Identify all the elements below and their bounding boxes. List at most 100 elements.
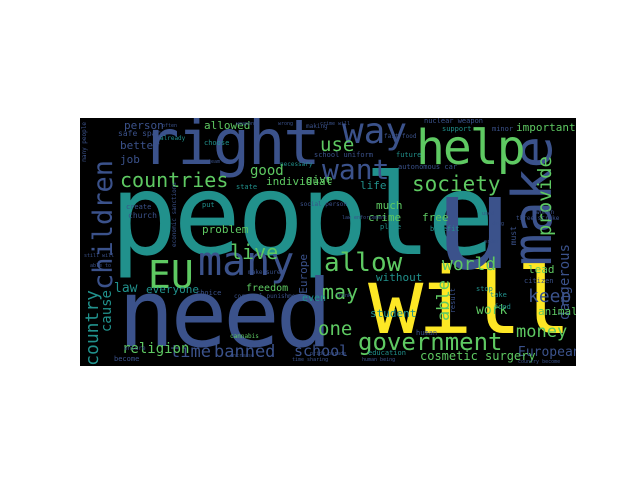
- word-ensure: ensure: [124, 345, 146, 352]
- word-support: support: [442, 125, 472, 133]
- word-animal: animal: [538, 305, 576, 318]
- word-people: people: [110, 151, 495, 281]
- word-able-to: able to: [90, 263, 112, 269]
- word-place: place: [380, 223, 402, 231]
- word-church: church: [128, 211, 157, 220]
- word-country-become: country become: [518, 359, 561, 365]
- word-help: help: [416, 120, 526, 176]
- word-without: without: [376, 271, 423, 284]
- word-countries: countries: [120, 168, 229, 192]
- word-person: person: [124, 119, 164, 132]
- word-student: student: [370, 307, 417, 320]
- word-choose: choose: [204, 139, 230, 147]
- word-state: state: [236, 183, 258, 191]
- word-even: even: [302, 293, 327, 304]
- word-take: take: [490, 291, 507, 299]
- word-cosmetic-surgery: cosmetic surgery: [420, 349, 536, 363]
- word-result: result: [449, 288, 457, 314]
- word-one: one: [318, 318, 353, 340]
- word-European: European: [518, 345, 576, 360]
- word-drug: drug: [492, 221, 505, 227]
- word-Europe: Europe: [297, 254, 310, 294]
- word-law: law: [114, 281, 138, 296]
- word-citizen: citizen: [524, 277, 554, 285]
- word-safe-space: safe space: [118, 129, 167, 138]
- word-may: may: [322, 280, 359, 304]
- word-life: life: [360, 179, 387, 192]
- word-u: u: [434, 147, 513, 299]
- word-school: school: [294, 342, 349, 360]
- word-pride-parade: pride parade: [310, 351, 347, 357]
- word-provide: provide: [534, 156, 556, 237]
- word-cause: cause: [99, 290, 115, 333]
- word-crime: crime: [368, 211, 402, 224]
- word-minor: minor: [492, 125, 514, 133]
- word-allow: allow: [324, 248, 403, 278]
- word-three-strike: three strike: [516, 215, 560, 222]
- word-women: women: [536, 209, 555, 216]
- word-autonomous-car: autonomous car: [398, 163, 458, 171]
- word-make-sure: make sure: [248, 269, 281, 276]
- word-used: used: [482, 211, 495, 217]
- word-government: government: [358, 328, 503, 356]
- word-weapon: weapon: [236, 121, 255, 127]
- word-good: good: [250, 163, 284, 179]
- word-school-uniform: school uniform: [314, 151, 374, 159]
- word-everyone: everyone: [146, 283, 199, 296]
- word-future: future: [396, 151, 422, 159]
- word-individual: individual: [266, 175, 333, 188]
- word-often: often: [162, 123, 178, 129]
- word-become: become: [114, 355, 140, 363]
- word-banned: banned: [214, 342, 276, 362]
- word-nuclear-weapon: nuclear weapon: [424, 118, 484, 125]
- word-allowed: allowed: [204, 119, 251, 132]
- word-stop: stop: [476, 285, 493, 293]
- word-must: must: [509, 226, 518, 246]
- word-human: human: [416, 329, 438, 337]
- word-EU: EU: [148, 253, 194, 297]
- word-much: much: [376, 199, 403, 212]
- word-keep: keep: [528, 286, 572, 307]
- word-religion: religion: [122, 341, 190, 357]
- word-team: team: [208, 159, 221, 165]
- word-important: important: [516, 121, 576, 134]
- word-increase: increase: [230, 353, 255, 359]
- word-making: making: [306, 123, 328, 130]
- word-work: work: [476, 303, 508, 318]
- word-crime-will: crime will: [320, 121, 351, 127]
- word-job: job: [120, 153, 140, 166]
- word-create: create: [126, 203, 152, 211]
- word-will: will: [368, 248, 572, 355]
- word-better: better: [120, 139, 160, 152]
- word-still-will: still will: [84, 253, 115, 259]
- word-want: want: [322, 153, 390, 186]
- word-choice: choice: [196, 289, 222, 297]
- word-law-enforcement: law enforcement: [342, 215, 388, 221]
- word-lead: lead: [528, 263, 555, 276]
- word-time-sharing: time sharing: [292, 357, 329, 363]
- word-society: society: [412, 172, 501, 196]
- word-education: education: [368, 349, 406, 357]
- word-many: many: [198, 239, 295, 285]
- word-money: money: [516, 322, 568, 342]
- word-think: think: [336, 293, 352, 299]
- word-live: live: [230, 240, 279, 264]
- word-time: time: [170, 342, 211, 362]
- word-benefit: benefit: [430, 225, 460, 233]
- word-wrong: wrong: [278, 121, 294, 127]
- word-way: way: [342, 118, 408, 152]
- word-problem: problem: [202, 223, 249, 236]
- word-necessary: necessary: [280, 161, 313, 168]
- word-put: put: [202, 201, 215, 209]
- word-corporal-punishment: corporal punishment: [234, 293, 303, 300]
- word-order: order: [484, 239, 500, 245]
- word-fast-food: fast food: [384, 133, 417, 140]
- word-already: already: [160, 135, 186, 142]
- word-give: give: [306, 173, 333, 186]
- word-cannabis: cannabis: [230, 333, 259, 340]
- word-world: world: [442, 254, 497, 275]
- word-use: use: [320, 134, 355, 156]
- word-economic-sanctions: economic sanctions: [171, 182, 178, 248]
- word-many-people: many people: [81, 122, 88, 162]
- word-social-person: social person: [300, 201, 347, 208]
